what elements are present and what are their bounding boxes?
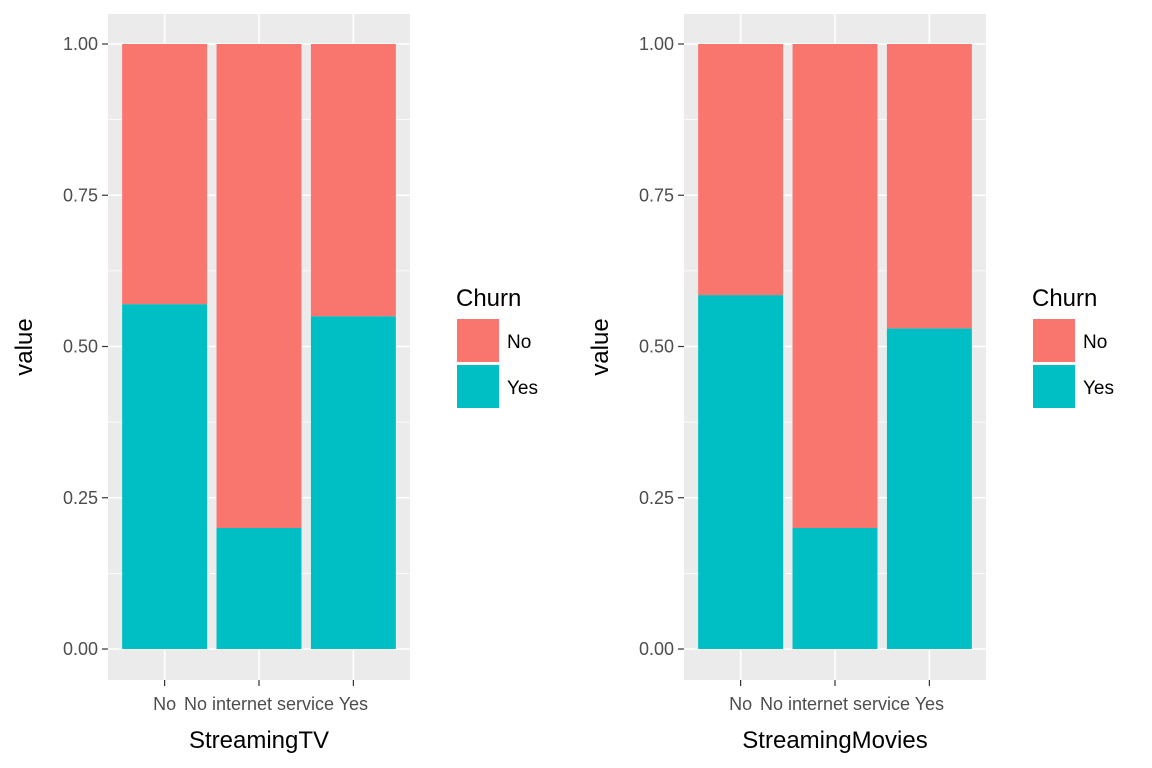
legend: Churn No Yes xyxy=(456,285,538,408)
legend-key-no xyxy=(1033,319,1075,362)
x-tick-label: No internet service xyxy=(184,694,334,714)
bar-segment-no xyxy=(310,44,396,317)
legend: Churn No Yes xyxy=(1032,285,1114,408)
bar-segment-yes xyxy=(792,528,878,649)
y-tick-label: 0.50 xyxy=(639,337,674,357)
bar-segment-yes xyxy=(122,304,208,649)
bar-segment-yes xyxy=(310,316,396,649)
y-tick-label: 0.75 xyxy=(639,185,674,205)
legend-title: Churn xyxy=(1032,285,1097,312)
y-tick-label: 0.00 xyxy=(639,639,674,659)
chart-panel-0: 0.00 0.25 0.50 0.75 1.00 No No internet servic… xyxy=(11,14,538,754)
y-tick-label: 0.00 xyxy=(63,639,98,659)
legend-title: Churn xyxy=(456,285,521,312)
legend-label: No xyxy=(1083,332,1107,353)
bar-segment-no xyxy=(698,44,784,296)
y-tick-label: 1.00 xyxy=(639,34,674,54)
y-axis-title: value xyxy=(11,318,38,375)
bar-segment-yes xyxy=(886,328,972,649)
legend-key-yes xyxy=(457,365,499,408)
x-tick-label: Yes xyxy=(339,694,368,714)
x-tick-label: No xyxy=(153,694,176,714)
bar-segment-no xyxy=(122,44,208,305)
bar-segment-yes xyxy=(216,528,302,649)
bar-segment-no xyxy=(216,44,302,528)
legend-key-yes xyxy=(1033,365,1075,408)
y-tick-label: 0.75 xyxy=(63,185,98,205)
legend-label: Yes xyxy=(1083,378,1114,399)
y-tick-label: 0.25 xyxy=(63,488,98,508)
x-tick-label: No internet service xyxy=(760,694,910,714)
legend-key-no xyxy=(457,319,499,362)
bar-segment-no xyxy=(886,44,972,329)
bar-segment-no xyxy=(792,44,878,528)
y-tick-label: 1.00 xyxy=(63,34,98,54)
x-tick-label: No xyxy=(729,694,752,714)
legend-label: No xyxy=(507,332,531,353)
x-axis-title: StreamingTV xyxy=(189,727,329,754)
bar-segment-yes xyxy=(698,295,784,649)
chart-panel-1: 0.00 0.25 0.50 0.75 1.00 No No internet servic… xyxy=(587,14,1114,754)
y-tick-label: 0.50 xyxy=(63,337,98,357)
legend-label: Yes xyxy=(507,378,538,399)
y-tick-label: 0.25 xyxy=(639,488,674,508)
x-tick-label: Yes xyxy=(915,694,944,714)
x-axis-title: StreamingMovies xyxy=(742,727,927,754)
y-axis-title: value xyxy=(587,318,614,375)
